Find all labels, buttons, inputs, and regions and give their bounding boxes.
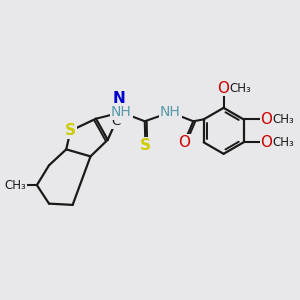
Text: O: O bbox=[260, 112, 272, 127]
Text: CH₃: CH₃ bbox=[229, 82, 251, 94]
Text: NH: NH bbox=[111, 105, 132, 119]
Text: CH₃: CH₃ bbox=[272, 136, 294, 149]
Text: S: S bbox=[65, 123, 76, 138]
Text: N: N bbox=[113, 91, 126, 106]
Text: NH: NH bbox=[160, 105, 181, 119]
Text: O: O bbox=[178, 134, 190, 149]
Text: O: O bbox=[218, 81, 230, 96]
Text: O: O bbox=[260, 135, 272, 150]
Text: S: S bbox=[140, 138, 151, 153]
Text: CH₃: CH₃ bbox=[272, 113, 294, 126]
Text: CH₃: CH₃ bbox=[4, 178, 26, 192]
Text: C: C bbox=[111, 115, 121, 128]
